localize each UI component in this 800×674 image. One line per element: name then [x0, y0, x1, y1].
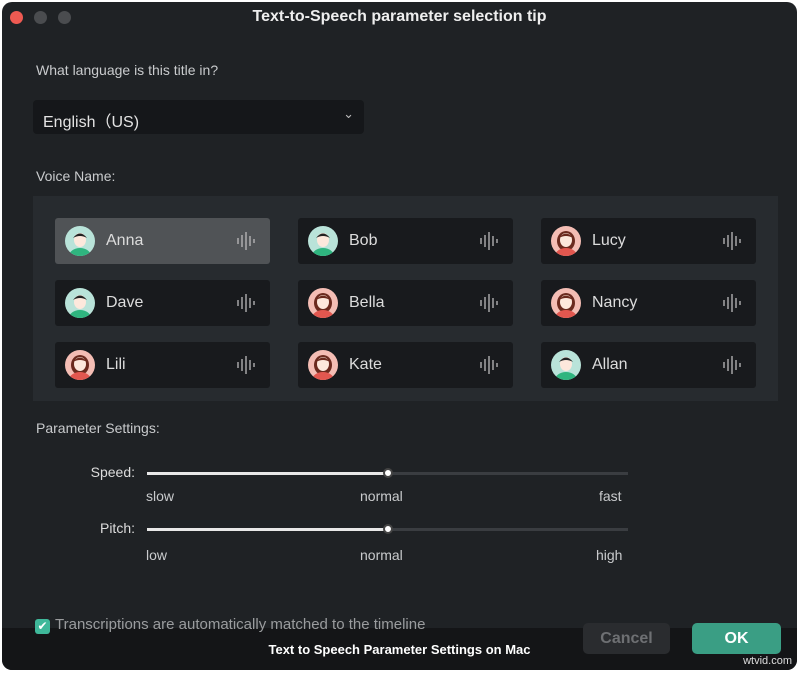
watermark: wtvid.com [743, 655, 792, 667]
voice-preview-waveform-icon[interactable] [236, 232, 258, 255]
ok-button[interactable]: OK [692, 623, 781, 654]
speed-label: Speed: [90, 464, 135, 480]
language-value: English（US) [43, 114, 140, 131]
avatar-icon [551, 350, 581, 380]
avatar-icon [65, 288, 95, 318]
voice-card-bella[interactable]: Bella [298, 280, 513, 326]
voice-card-kate[interactable]: Kate [298, 342, 513, 388]
voice-card-lili[interactable]: Lili [55, 342, 270, 388]
close-window-button[interactable] [10, 11, 23, 24]
pitch-slider[interactable] [147, 524, 628, 534]
avatar-icon [308, 350, 338, 380]
pitch-slider-thumb[interactable] [382, 524, 393, 534]
avatar-icon [308, 226, 338, 256]
language-dropdown[interactable]: English（US) ⌄ [33, 100, 364, 134]
pitch-max-label: high [596, 547, 623, 563]
voice-preview-waveform-icon[interactable] [722, 232, 744, 255]
speed-min-label: slow [146, 488, 175, 504]
pitch-mid-label: normal [360, 547, 403, 563]
voice-card-bob[interactable]: Bob [298, 218, 513, 264]
window-title: Text-to-Speech parameter selection tip [252, 8, 547, 25]
transcription-checkbox[interactable]: ✔ [35, 619, 50, 634]
pitch-slider-fill [147, 528, 388, 531]
voice-preview-waveform-icon[interactable] [722, 294, 744, 317]
voice-preview-waveform-icon[interactable] [722, 356, 744, 379]
avatar-icon [551, 226, 581, 256]
chevron-down-icon: ⌄ [343, 106, 354, 121]
pitch-label: Pitch: [99, 520, 135, 536]
voice-card-allan[interactable]: Allan [541, 342, 756, 388]
speed-slider[interactable] [147, 468, 628, 478]
voice-name: Lucy [592, 232, 626, 249]
minimize-window-button[interactable] [34, 11, 47, 24]
speed-slider-thumb[interactable] [382, 468, 393, 478]
voice-card-nancy[interactable]: Nancy [541, 280, 756, 326]
caption-overlay: Text to Speech Parameter Settings on Mac [268, 642, 531, 657]
voice-name: Allan [592, 356, 628, 373]
voice-preview-waveform-icon[interactable] [479, 356, 501, 379]
voice-name: Lili [106, 356, 126, 373]
language-label: What language is this title in? [36, 62, 219, 78]
voice-preview-waveform-icon[interactable] [236, 356, 258, 379]
transcription-checkbox-label: Transcriptions are automatically matched… [55, 616, 426, 633]
voice-name: Bella [349, 294, 385, 311]
avatar-icon [308, 288, 338, 318]
voice-card-lucy[interactable]: Lucy [541, 218, 756, 264]
speed-mid-label: normal [360, 488, 403, 504]
voice-name: Dave [106, 294, 144, 311]
voice-name: Kate [349, 356, 382, 373]
voice-name: Nancy [592, 294, 638, 311]
voice-card-dave[interactable]: Dave [55, 280, 270, 326]
voice-name: Anna [106, 232, 144, 249]
voice-preview-waveform-icon[interactable] [479, 294, 501, 317]
cancel-button[interactable]: Cancel [583, 623, 670, 654]
voice-card-anna[interactable]: Anna [55, 218, 270, 264]
voice-name-label: Voice Name: [36, 168, 116, 184]
zoom-window-button[interactable] [58, 11, 71, 24]
speed-max-label: fast [599, 488, 622, 504]
avatar-icon [65, 350, 95, 380]
speed-slider-fill [147, 472, 388, 475]
voice-grid: Anna Bob Lucy Dave Bella Nancy Lili Kate… [33, 196, 778, 401]
voice-preview-waveform-icon[interactable] [479, 232, 501, 255]
parameter-settings-label: Parameter Settings: [36, 420, 160, 436]
avatar-icon [551, 288, 581, 318]
voice-name: Bob [349, 232, 378, 249]
pitch-min-label: low [146, 547, 168, 563]
voice-preview-waveform-icon[interactable] [236, 294, 258, 317]
avatar-icon [65, 226, 95, 256]
